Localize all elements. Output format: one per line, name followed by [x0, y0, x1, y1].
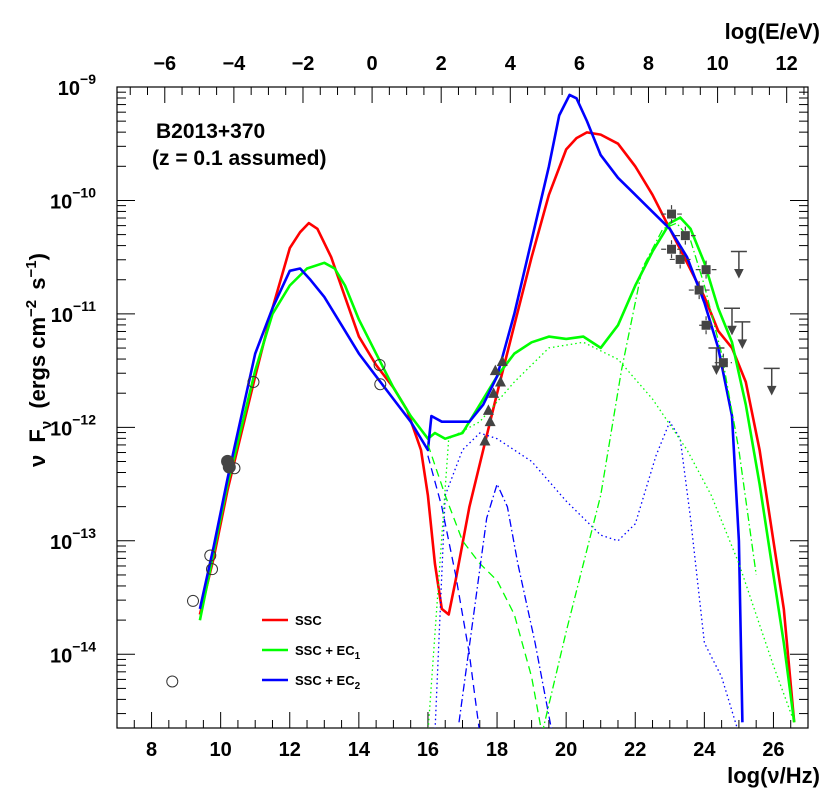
y-title-s: s: [25, 277, 50, 289]
upper-limit-arrow: [737, 339, 748, 349]
xray-point: [482, 404, 494, 415]
x2-tick-label: 6: [574, 53, 585, 75]
source-title: B2013+370: [156, 120, 265, 143]
x-tick-labels: 8 10 12 14 16 18 20 22 24 26: [146, 739, 785, 761]
gamma-point: [675, 254, 685, 264]
series-line-4: [427, 444, 542, 728]
x2-tick-label: 2: [436, 53, 447, 75]
radio-optical-point: [204, 549, 217, 562]
x2-tick-label: −6: [153, 53, 176, 75]
series-line-8: [542, 222, 757, 728]
radio-optical-point: [374, 378, 387, 391]
radio-optical-point: [373, 358, 386, 371]
legend-label: SSC + EC2: [295, 673, 361, 692]
xray-point: [479, 434, 491, 446]
x2-tick-label: 8: [643, 53, 654, 75]
series-line-1: [198, 216, 796, 723]
x-tick-label: 16: [417, 739, 439, 761]
x2-tick-label: 12: [776, 53, 798, 75]
y-tick-label: 10−11: [51, 298, 96, 327]
x-tick-label: 12: [279, 739, 301, 761]
xray-point: [495, 375, 507, 387]
upper-limit-arrow: [766, 385, 777, 396]
series-line-2: [198, 93, 744, 723]
xray-point: [489, 364, 501, 376]
y-title-nu: ν: [25, 455, 50, 467]
legend: SSC SSC + EC1 SSC + EC2: [262, 613, 361, 692]
model-curves: [198, 93, 796, 728]
xray-point: [496, 355, 508, 367]
x-tick-label: 24: [693, 739, 716, 761]
x2-tick-label: 0: [367, 53, 378, 75]
gamma-point: [680, 231, 690, 241]
series-line-6: [458, 483, 552, 728]
y-tick-label: 10−14: [50, 638, 96, 667]
xray-point: [488, 387, 500, 398]
gamma-point: [701, 320, 711, 330]
x-tick-label: 10: [210, 739, 232, 761]
xray-point: [484, 415, 496, 427]
gamma-point: [667, 209, 677, 219]
gamma-point: [718, 358, 728, 368]
legend-label: SSC: [295, 613, 322, 628]
upper-limit-arrow: [734, 269, 744, 279]
x2-tick-label: −2: [292, 53, 315, 75]
x2-tick-label: 4: [505, 53, 517, 75]
gamma-point: [701, 265, 711, 275]
series-line-0: [198, 131, 796, 723]
series-line-3: [427, 455, 480, 728]
axis-ticks: [116, 86, 809, 728]
y-tick-label: 10−9: [58, 71, 96, 100]
filled-point: [222, 460, 236, 474]
x-tick-label: 20: [555, 739, 577, 761]
x-tick-label: 26: [762, 739, 784, 761]
gamma-point: [694, 285, 704, 295]
radio-optical-point: [247, 375, 260, 388]
y-title-close: ): [25, 253, 50, 260]
y-title-sup2: −1: [23, 260, 40, 277]
redshift-note: (z = 0.1 assumed): [152, 147, 327, 170]
y-title-sup1: −2: [23, 300, 40, 317]
x-tick-label: 8: [146, 739, 157, 761]
x-tick-label: 18: [486, 739, 508, 761]
y-title-open: (ergs cm: [25, 317, 50, 409]
x2-tick-label: 10: [706, 53, 728, 75]
y-title-sub: ν: [38, 421, 55, 429]
upper-limit-arrow: [727, 325, 737, 336]
x2-tick-label: −4: [222, 53, 246, 75]
radio-optical-point: [187, 594, 200, 607]
x2-tick-labels: −6 −4 −2 0 2 4 6 8 10 12: [153, 53, 797, 75]
x-tick-label: 22: [624, 739, 646, 761]
radio-optical-point: [206, 563, 219, 576]
data-points: [166, 205, 780, 688]
gamma-point: [667, 244, 677, 254]
y-tick-labels: 10−14 10−13 10−12 10−11 10−10 10−9: [50, 71, 96, 667]
x-tick-label: 14: [348, 739, 371, 761]
legend-label: SSC + EC1: [295, 643, 361, 662]
y-axis-title: ν Fν (ergs cm−2 s−1): [16, 253, 56, 467]
x-axis-title: log(ν/Hz): [727, 763, 820, 788]
upper-limit-arrow: [711, 365, 722, 376]
x2-axis-title: log(E/eV): [725, 19, 820, 44]
series-line-5: [434, 421, 738, 728]
plot-frame: [116, 86, 809, 729]
svg-text:ν Fν (ergs cm−2: ν Fν (ergs cm−2 s−1): [16, 253, 56, 467]
y-tick-label: 10−13: [50, 525, 96, 554]
radio-optical-point: [166, 675, 179, 688]
y-tick-label: 10−10: [50, 184, 96, 213]
y-tick-label: 10−12: [50, 411, 96, 440]
y-title-f: F: [25, 429, 50, 442]
